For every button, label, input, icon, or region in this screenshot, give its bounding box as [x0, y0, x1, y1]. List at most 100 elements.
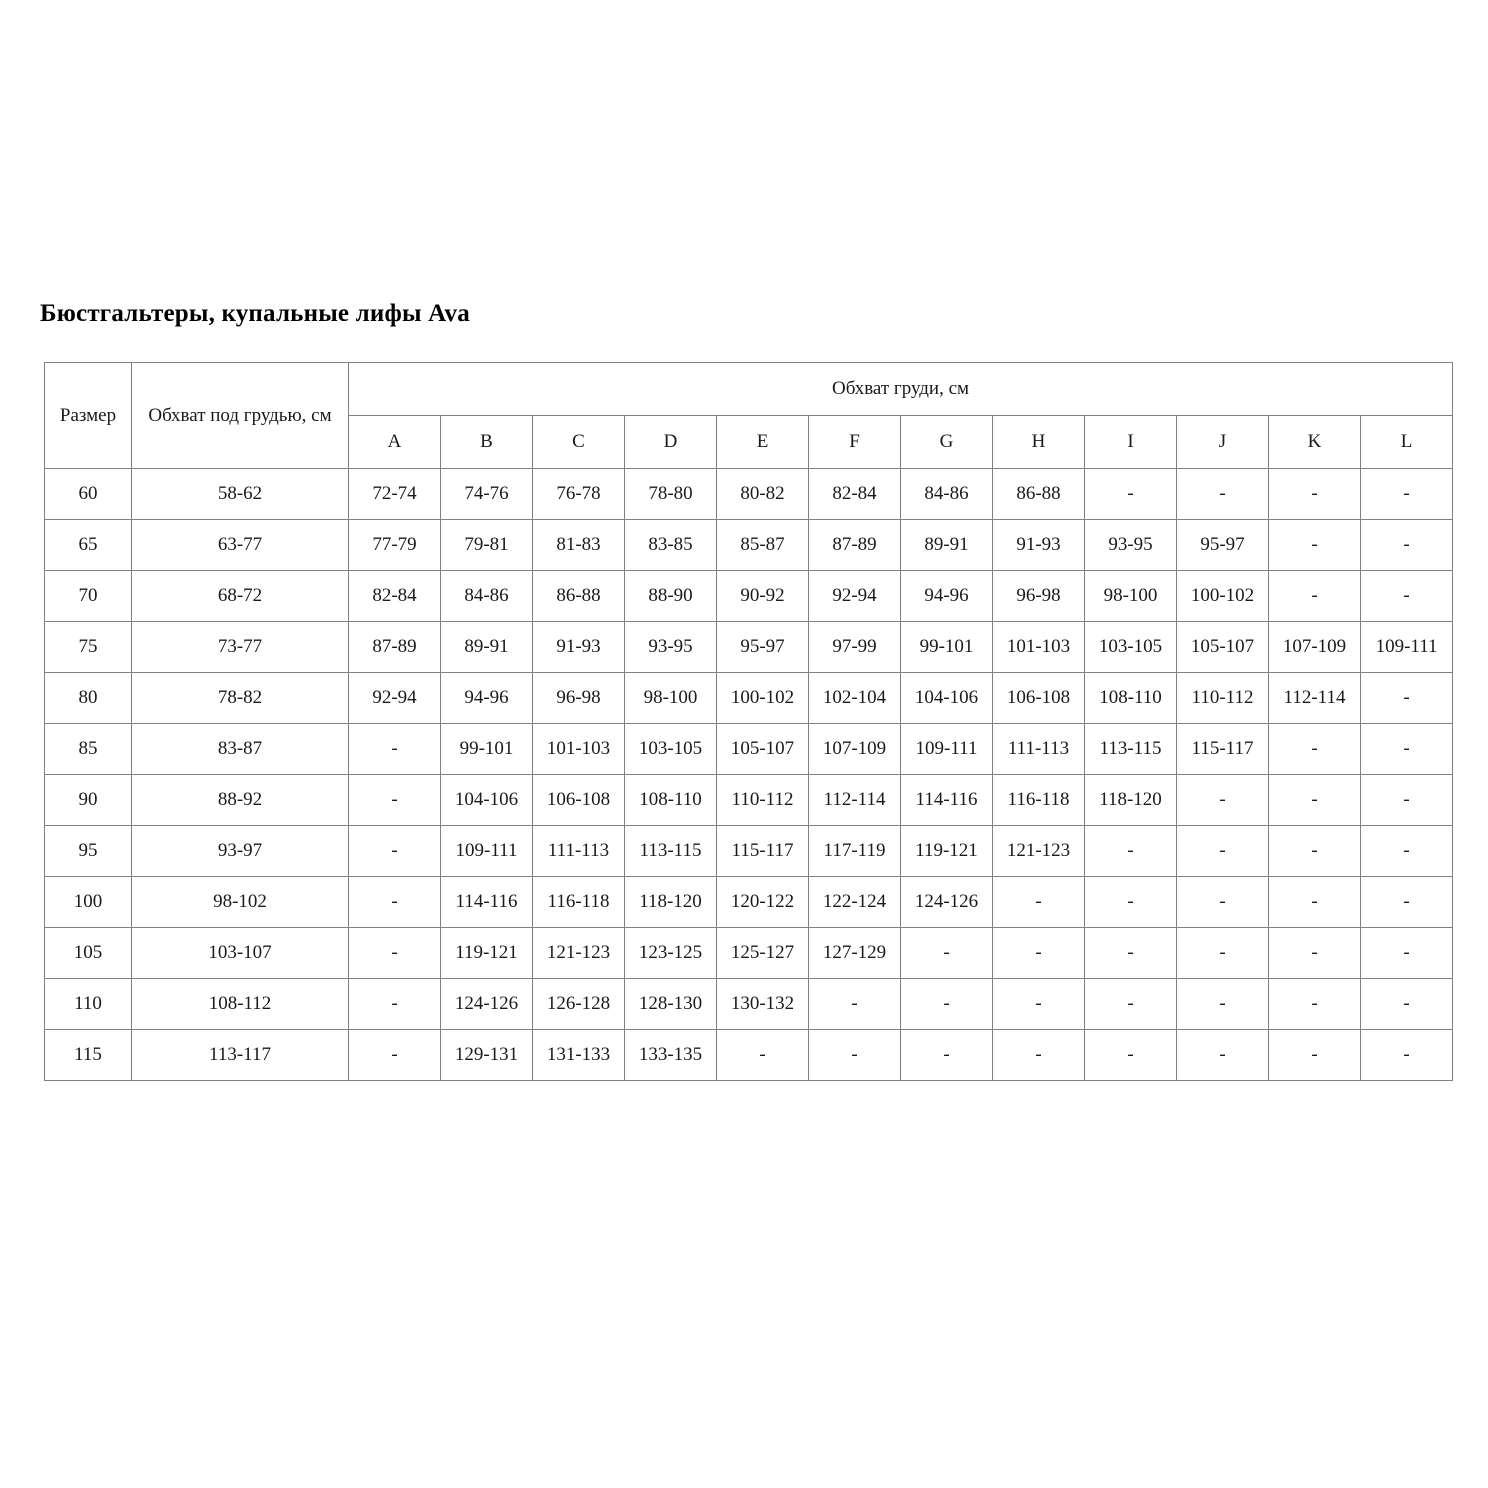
table-row: 100 98-102-114-116 116-118 118-120 120-122 12… [44, 876, 1454, 928]
column-header-cup-d: D [624, 415, 717, 469]
cell-bust: 110-112 [1176, 672, 1269, 724]
cell-bust: - [1176, 927, 1269, 979]
cell-bust: 99-101 [440, 723, 533, 775]
cell-size: 100 [44, 876, 132, 928]
cell-underbust: 93-97 [131, 825, 349, 877]
cell-bust: 109-111 [440, 825, 533, 877]
cell-bust: 87-89 [348, 621, 441, 673]
cell-bust: 78-80 [624, 468, 717, 520]
cell-bust: - [1268, 825, 1361, 877]
cell-underbust: 58-62 [131, 468, 349, 520]
cell-size: 70 [44, 570, 132, 622]
column-header-cup-c: C [532, 415, 625, 469]
table-row: 85 83-87-99-101 101-103 103-105 105-107 107-1… [44, 723, 1454, 775]
cell-bust: - [992, 1029, 1085, 1081]
cell-bust: 112-114 [1268, 672, 1361, 724]
cell-bust: 130-132 [716, 978, 809, 1030]
size-chart-table: Размер Обхват под грудью, см Обхват груд… [44, 362, 1454, 1081]
cell-bust: 80-82 [716, 468, 809, 520]
cell-bust: - [1359, 723, 1454, 775]
cell-underbust: 88-92 [131, 774, 349, 826]
cell-underbust: 98-102 [131, 876, 349, 928]
cell-bust: 115-117 [716, 825, 809, 877]
cell-bust: 109-111 [900, 723, 993, 775]
cell-bust: 111-113 [992, 723, 1085, 775]
cell-bust: 116-118 [532, 876, 625, 928]
cell-size: 90 [44, 774, 132, 826]
cell-bust: 114-116 [900, 774, 993, 826]
cell-bust: 110-112 [716, 774, 809, 826]
cell-bust: 105-107 [716, 723, 809, 775]
cell-bust: 101-103 [532, 723, 625, 775]
cell-bust: 72-74 [348, 468, 441, 520]
column-header-cup-h: H [992, 415, 1085, 469]
cell-bust: - [1268, 570, 1361, 622]
column-header-cup-g: G [900, 415, 993, 469]
cell-bust: 131-133 [532, 1029, 625, 1081]
cell-size: 105 [44, 927, 132, 979]
column-header-cup-l: L [1359, 415, 1454, 469]
cell-underbust: 68-72 [131, 570, 349, 622]
cell-bust: - [1359, 1029, 1454, 1081]
cell-bust: - [1084, 978, 1177, 1030]
cell-bust: 79-81 [440, 519, 533, 571]
cell-size: 110 [44, 978, 132, 1030]
table-body: 60 58-62 72-74 74-76 76-78 78-80 80-82 82-84 84-… [44, 468, 1454, 1081]
cell-bust: 82-84 [808, 468, 901, 520]
cell-bust: 104-106 [900, 672, 993, 724]
cell-bust: 92-94 [348, 672, 441, 724]
cell-size: 95 [44, 825, 132, 877]
cell-bust: 128-130 [624, 978, 717, 1030]
cell-bust: 84-86 [900, 468, 993, 520]
cell-bust: - [1359, 672, 1454, 724]
cell-bust: - [1359, 570, 1454, 622]
cell-bust: 113-115 [624, 825, 717, 877]
cell-bust: - [808, 1029, 901, 1081]
table-row: 65 63-77 77-79 79-81 81-83 83-85 85-87 87-89 89-… [44, 519, 1454, 571]
cell-bust: 95-97 [716, 621, 809, 673]
cell-bust: 124-126 [440, 978, 533, 1030]
cell-bust: 108-110 [1084, 672, 1177, 724]
cell-bust: - [348, 927, 441, 979]
cell-bust: - [1176, 876, 1269, 928]
cell-bust: 93-95 [624, 621, 717, 673]
cell-bust: 121-123 [532, 927, 625, 979]
cell-bust: 107-109 [808, 723, 901, 775]
cell-underbust: 78-82 [131, 672, 349, 724]
cell-bust: - [1084, 1029, 1177, 1081]
cell-bust: 90-92 [716, 570, 809, 622]
cell-bust: 120-122 [716, 876, 809, 928]
cell-bust: 116-118 [992, 774, 1085, 826]
cell-bust: - [1176, 774, 1269, 826]
column-header-cup-k: K [1268, 415, 1361, 469]
cell-bust: - [348, 978, 441, 1030]
cell-bust: 119-121 [900, 825, 993, 877]
cell-bust: 107-109 [1268, 621, 1361, 673]
cell-bust: - [1359, 978, 1454, 1030]
cell-bust: 103-105 [624, 723, 717, 775]
cell-bust: 83-85 [624, 519, 717, 571]
cell-bust: - [348, 774, 441, 826]
cell-bust: - [1268, 723, 1361, 775]
cell-bust: - [900, 978, 993, 1030]
cell-bust: - [1359, 927, 1454, 979]
cell-bust: 104-106 [440, 774, 533, 826]
cell-bust: - [348, 723, 441, 775]
cell-size: 75 [44, 621, 132, 673]
cell-bust: - [1268, 978, 1361, 1030]
cell-bust: 111-113 [532, 825, 625, 877]
cell-bust: - [992, 927, 1085, 979]
table-row: 90 88-92-104-106 106-108 108-110 110-112 112-… [44, 774, 1454, 826]
cell-bust: - [348, 1029, 441, 1081]
header-row-top: Размер Обхват под грудью, см Обхват груд… [44, 362, 1454, 469]
cell-bust: - [808, 978, 901, 1030]
cell-bust: 106-108 [532, 774, 625, 826]
cell-bust: - [1176, 825, 1269, 877]
cell-bust: - [348, 876, 441, 928]
cell-bust: 106-108 [992, 672, 1085, 724]
cell-bust: - [1268, 927, 1361, 979]
column-header-bust-group: Обхват груди, см [347, 362, 1454, 416]
cell-bust: - [1359, 774, 1454, 826]
